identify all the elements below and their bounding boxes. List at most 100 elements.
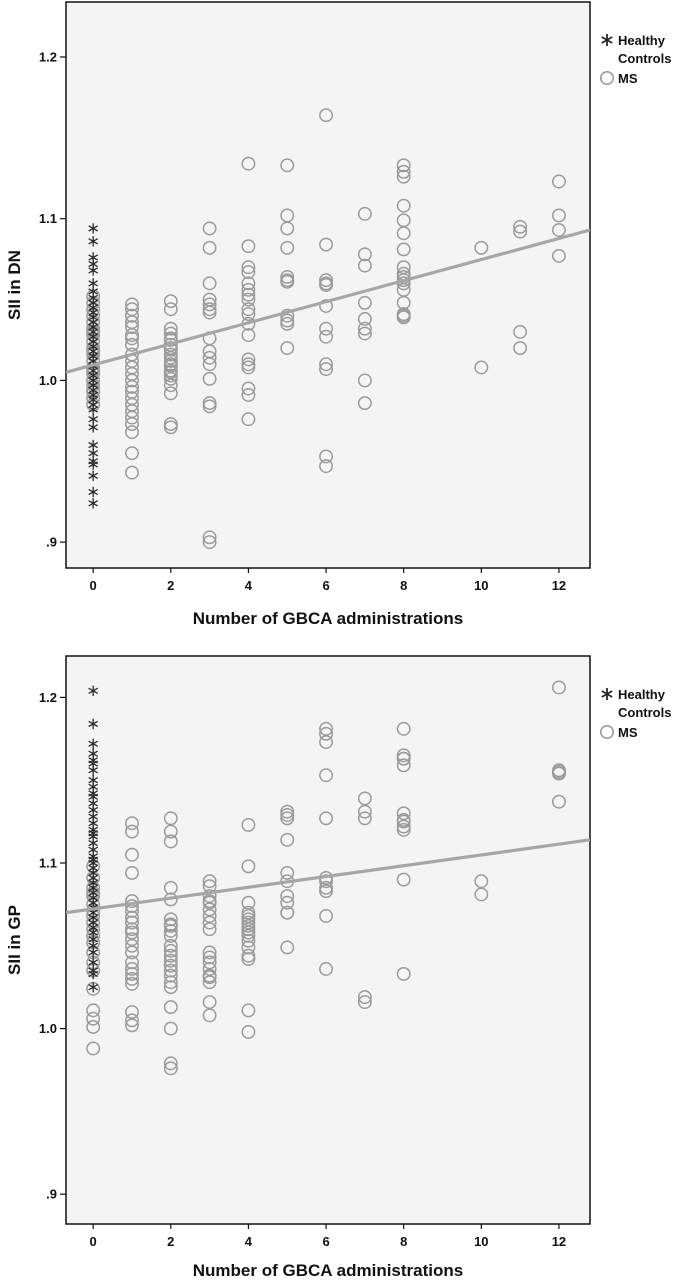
x-tick-label: 4: [245, 578, 253, 593]
ms-point: [202, 396, 217, 411]
ms-point: [202, 305, 217, 320]
x-tick-label: 12: [552, 578, 566, 593]
ms-point: [357, 258, 372, 273]
healthy-control-point: [88, 947, 98, 958]
x-axis-title: Number of GBCA administrations: [193, 1261, 463, 1280]
ms-point: [163, 1056, 178, 1071]
y-tick-label: .9: [46, 535, 57, 550]
ms-point: [513, 219, 528, 234]
ms-point: [125, 824, 139, 839]
ms-point: [319, 962, 334, 976]
ms-point: [241, 412, 256, 427]
ms-point: [125, 938, 139, 953]
x-tick-label: 8: [400, 1234, 407, 1249]
ms-point: [125, 379, 139, 394]
ms-point: [241, 287, 256, 302]
ms-point: [241, 918, 256, 933]
ms-point: [202, 1008, 217, 1023]
ms-point: [319, 108, 334, 123]
ms-point: [474, 887, 489, 902]
ms-point: [357, 321, 372, 336]
y-tick-label: 1.0: [39, 1021, 57, 1036]
ms-point: [125, 373, 139, 388]
ms-point: [163, 923, 178, 938]
ms-point: [357, 804, 372, 819]
ms-point: [396, 806, 411, 821]
chart-panel-1: .9 1.0 1.1 1.2 0 2 4 6 8 10 12 Number of GBCA admin…: [5, 1, 671, 628]
x-tick-label: 10: [474, 578, 488, 593]
ms-point: [396, 721, 411, 736]
ms-point: [202, 350, 217, 365]
y-tick-label: 1.0: [39, 373, 57, 388]
ms-point: [202, 950, 217, 965]
healthy-control-point: [88, 755, 98, 766]
ms-point: [86, 1041, 101, 1056]
ms-point: [125, 955, 139, 970]
ms-point: [125, 847, 139, 862]
ms-point: [163, 386, 178, 401]
ms-point: [241, 952, 256, 966]
ms-point: [280, 158, 295, 173]
ms-point: [202, 970, 217, 985]
ms-point: [125, 922, 139, 937]
ms-point: [163, 420, 178, 435]
x-tick-label: 6: [322, 578, 329, 593]
ms-point: [163, 1061, 178, 1076]
ms-point: [241, 388, 256, 402]
x-tick-label: 0: [90, 578, 97, 593]
legend-label-healthy-controls: Healthy Controls: [618, 33, 671, 66]
ms-point: [474, 360, 489, 375]
healthy-control-point: [88, 968, 98, 980]
ms-point: [163, 1021, 178, 1036]
healthy-control-point: [88, 788, 98, 799]
ms-point: [396, 198, 411, 213]
ms-point: [319, 880, 334, 895]
healthy-control-point: [88, 738, 98, 749]
ms-point: [551, 223, 566, 237]
ms-point: [125, 417, 139, 432]
ms-point: [280, 316, 295, 331]
ms-point: [280, 811, 295, 826]
ms-point: [241, 156, 256, 171]
ms-point: [357, 247, 372, 262]
ms-point: [163, 294, 178, 309]
ms-point: [125, 915, 139, 930]
data-layer: [66, 680, 590, 1076]
ms-point: [163, 357, 178, 372]
ms-point: [241, 817, 256, 832]
ms-point: [551, 208, 566, 223]
x-tick-label: 10: [474, 1234, 488, 1249]
x-tick-label: 2: [167, 578, 174, 593]
ms-point: [163, 347, 178, 362]
ms-point: [163, 417, 178, 432]
plot-area: [65, 1, 591, 569]
ms-point: [163, 371, 178, 386]
legend-circle-icon: [599, 71, 614, 86]
ms-point: [357, 396, 372, 411]
healthy-control-point: [88, 236, 98, 247]
ms-point: [319, 768, 334, 783]
ms-point: [125, 308, 139, 323]
ms-point: [280, 269, 295, 284]
ms-point: [280, 905, 295, 920]
ms-point: [357, 312, 372, 326]
ms-point: [280, 274, 295, 289]
chart-panel-2: .9 1.0 1.1 1.2 0 2 4 6 8 10 12 Number of GBCA admin…: [5, 655, 671, 1280]
ms-point: [125, 945, 139, 960]
ms-point: [241, 905, 256, 920]
ms-point: [241, 912, 256, 927]
ms-point: [202, 909, 217, 923]
ms-point: [202, 276, 217, 291]
legend-label-ms: MS: [618, 725, 638, 740]
ms-point: [319, 276, 334, 291]
plot-area: [65, 655, 591, 1225]
ms-point: [163, 811, 178, 826]
ms-point: [319, 811, 334, 826]
x-tick-label: 4: [245, 1234, 253, 1249]
ms-point: [125, 865, 139, 880]
ms-point: [163, 958, 178, 973]
ms-point: [202, 874, 217, 889]
healthy-control-point: [88, 223, 98, 234]
ms-point: [319, 299, 334, 313]
